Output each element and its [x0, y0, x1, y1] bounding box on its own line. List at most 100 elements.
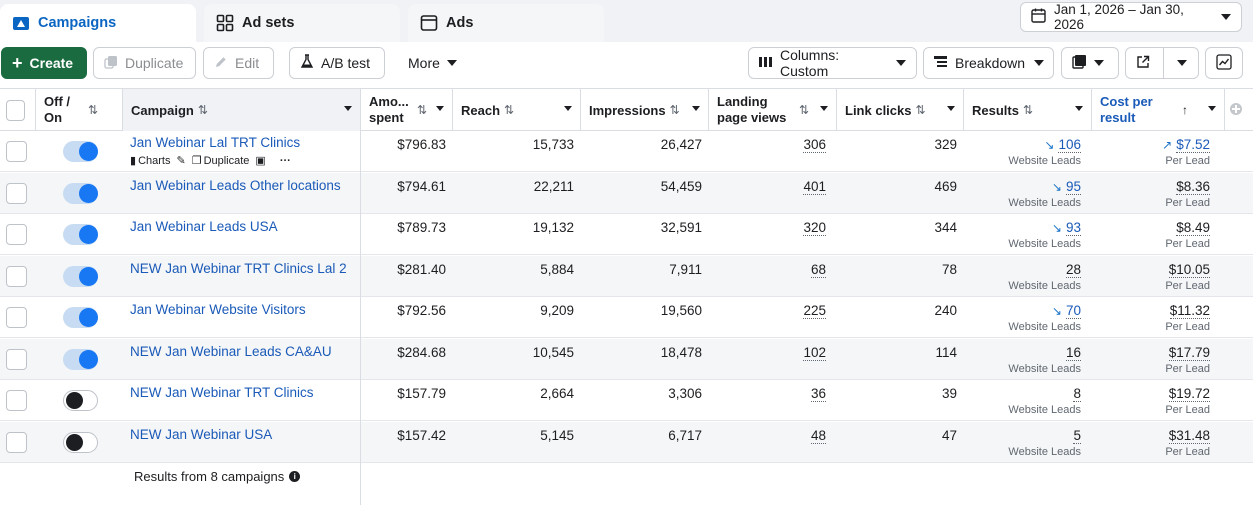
landing-page-views-value[interactable]: 102: [709, 339, 826, 380]
table-row[interactable]: Jan Webinar Leads Other locations $794.6…: [0, 173, 1253, 214]
col-link-clicks[interactable]: Link clicks ⇅: [837, 89, 964, 131]
cost-per-result-value[interactable]: $10.05 Per Lead: [1092, 256, 1210, 297]
tab-ads[interactable]: Ads: [408, 4, 604, 42]
charts-toggle-button[interactable]: [1205, 47, 1243, 79]
col-cost-per-result[interactable]: Cost per result ↑: [1092, 89, 1225, 131]
tab-campaigns[interactable]: Campaigns: [0, 4, 196, 42]
row-checkbox[interactable]: [6, 390, 27, 411]
campaign-name-link[interactable]: Jan Webinar Lal TRT Clinics: [130, 135, 301, 150]
cost-per-result-value[interactable]: $31.48 Per Lead: [1092, 422, 1210, 463]
campaign-toggle[interactable]: [63, 349, 98, 370]
row-checkbox[interactable]: [6, 349, 27, 370]
row-checkbox[interactable]: [6, 307, 27, 328]
row-checkbox[interactable]: [6, 266, 27, 287]
date-range-picker[interactable]: Jan 1, 2026 – Jan 30, 2026: [1020, 2, 1242, 32]
results-value[interactable]: 8 Website Leads: [964, 380, 1081, 421]
edit-pencil-icon[interactable]: ✎: [176, 155, 186, 167]
results-value[interactable]: 28 Website Leads: [964, 256, 1081, 297]
campaign-toggle[interactable]: [63, 307, 98, 328]
campaign-name-link[interactable]: Jan Webinar Leads Other locations: [130, 178, 341, 193]
campaign-name-link[interactable]: NEW Jan Webinar TRT Clinics: [130, 385, 314, 400]
col-landing-page-views[interactable]: Landing page views ⇅: [709, 89, 837, 131]
campaign-toggle[interactable]: [63, 266, 98, 287]
create-button[interactable]: + Create: [1, 47, 87, 79]
col-results[interactable]: Results ⇅: [964, 89, 1092, 131]
campaign-name-link[interactable]: NEW Jan Webinar USA: [130, 427, 273, 442]
chevron-down-icon: [564, 106, 572, 111]
campaign-name-link[interactable]: Jan Webinar Website Visitors: [130, 302, 306, 317]
breakdown-button[interactable]: Breakdown: [923, 47, 1054, 79]
table-row[interactable]: Jan Webinar Leads USA $789.73 19,132 32,…: [0, 214, 1253, 255]
results-unit: Website Leads: [1008, 197, 1081, 209]
landing-page-views-value[interactable]: 68: [709, 256, 826, 297]
results-value[interactable]: ↘ 106 Website Leads: [964, 131, 1081, 172]
cost-number: $31.48: [1168, 428, 1210, 444]
table-row[interactable]: NEW Jan Webinar TRT Clinics Lal 2 $281.4…: [0, 256, 1253, 297]
columns-button[interactable]: Columns: Custom: [748, 47, 917, 79]
campaign-name-link[interactable]: NEW Jan Webinar Leads CA&AU: [130, 344, 332, 359]
toggle-knob: [79, 142, 98, 161]
edit-button[interactable]: Edit: [203, 47, 274, 79]
charts-action[interactable]: ▮ Charts: [130, 154, 170, 168]
cost-per-result-value[interactable]: $17.79 Per Lead: [1092, 339, 1210, 380]
impressions-value: 32,591: [660, 220, 702, 235]
col-reach[interactable]: Reach ⇅: [453, 89, 581, 131]
cost-number: $19.72: [1168, 386, 1210, 402]
tab-ad-sets[interactable]: Ad sets: [204, 4, 400, 42]
info-icon[interactable]: i: [289, 471, 301, 482]
col-impressions[interactable]: Impressions ⇅: [581, 89, 709, 131]
campaign-toggle[interactable]: [63, 432, 98, 453]
row-checkbox[interactable]: [6, 183, 27, 204]
duplicate-action[interactable]: ❐ Duplicate: [192, 154, 250, 168]
table-row[interactable]: Jan Webinar Lal TRT Clinics $796.83 15,7…: [0, 131, 1253, 172]
campaign-name-link[interactable]: NEW Jan Webinar TRT Clinics Lal 2: [130, 261, 347, 276]
row-checkbox[interactable]: [6, 141, 27, 162]
row-checkbox[interactable]: [6, 432, 27, 453]
cost-per-result-value[interactable]: $19.72 Per Lead: [1092, 380, 1210, 421]
landing-page-views-value[interactable]: 225: [709, 297, 826, 338]
table-row[interactable]: NEW Jan Webinar TRT Clinics $157.79 2,66…: [0, 380, 1253, 421]
reports-button[interactable]: [1061, 47, 1119, 79]
col-label: Campaign: [131, 102, 194, 118]
campaign-toggle[interactable]: [63, 224, 98, 245]
ab-test-button[interactable]: A/B test: [289, 47, 385, 79]
landing-page-views-value[interactable]: 401: [709, 173, 826, 214]
results-value[interactable]: 16 Website Leads: [964, 339, 1081, 380]
campaign-name-link[interactable]: Jan Webinar Leads USA: [130, 219, 278, 234]
more-button[interactable]: More: [397, 47, 467, 79]
export-button[interactable]: [1125, 47, 1199, 79]
sort-icon: ⇅: [197, 103, 208, 117]
results-value[interactable]: 5 Website Leads: [964, 422, 1081, 463]
table-row[interactable]: Jan Webinar Website Visitors $792.56 9,2…: [0, 297, 1253, 338]
landing-page-views-value[interactable]: 48: [709, 422, 826, 463]
table-row[interactable]: NEW Jan Webinar Leads CA&AU $284.68 10,5…: [0, 339, 1253, 380]
duplicate-button[interactable]: Duplicate: [93, 47, 196, 79]
chevron-down-icon: [1177, 60, 1187, 66]
landing-page-views-value[interactable]: 306: [709, 131, 826, 172]
table-row[interactable]: NEW Jan Webinar USA $157.42 5,145 6,717 …: [0, 422, 1253, 463]
col-campaign[interactable]: Campaign ⇅: [123, 89, 361, 131]
results-value[interactable]: ↘ 93 Website Leads: [964, 214, 1081, 255]
cost-per-result-value[interactable]: $11.32 Per Lead: [1092, 297, 1210, 338]
results-value[interactable]: ↘ 95 Website Leads: [964, 173, 1081, 214]
select-all-checkbox[interactable]: [6, 99, 25, 121]
more-options-icon[interactable]: ···: [279, 154, 291, 167]
cost-per-result-value[interactable]: $8.36 Per Lead: [1092, 173, 1210, 214]
landing-page-views-value[interactable]: 320: [709, 214, 826, 255]
campaign-toggle[interactable]: [63, 390, 98, 411]
reach-value: 10,545: [532, 345, 574, 360]
cost-per-result-value[interactable]: ↗ $7.52 Per Lead: [1092, 131, 1210, 172]
row-checkbox[interactable]: [6, 224, 27, 245]
table-header: Off / On ⇅ Campaign ⇅ Amo... spent ⇅ Rea…: [0, 88, 1253, 131]
amount-spent-value: $284.68: [397, 345, 446, 360]
col-off-on[interactable]: Off / On ⇅: [36, 89, 123, 131]
preview-icon[interactable]: ▣: [255, 155, 266, 167]
campaign-toggle[interactable]: [63, 141, 98, 162]
cost-per-result-value[interactable]: $8.49 Per Lead: [1092, 214, 1210, 255]
col-amount-spent[interactable]: Amo... spent ⇅: [361, 89, 453, 131]
add-column-icon[interactable]: [1230, 103, 1242, 115]
campaign-toggle[interactable]: [63, 183, 98, 204]
landing-page-views-value[interactable]: 36: [709, 380, 826, 421]
results-number: 70: [1065, 303, 1081, 319]
results-value[interactable]: ↘ 70 Website Leads: [964, 297, 1081, 338]
